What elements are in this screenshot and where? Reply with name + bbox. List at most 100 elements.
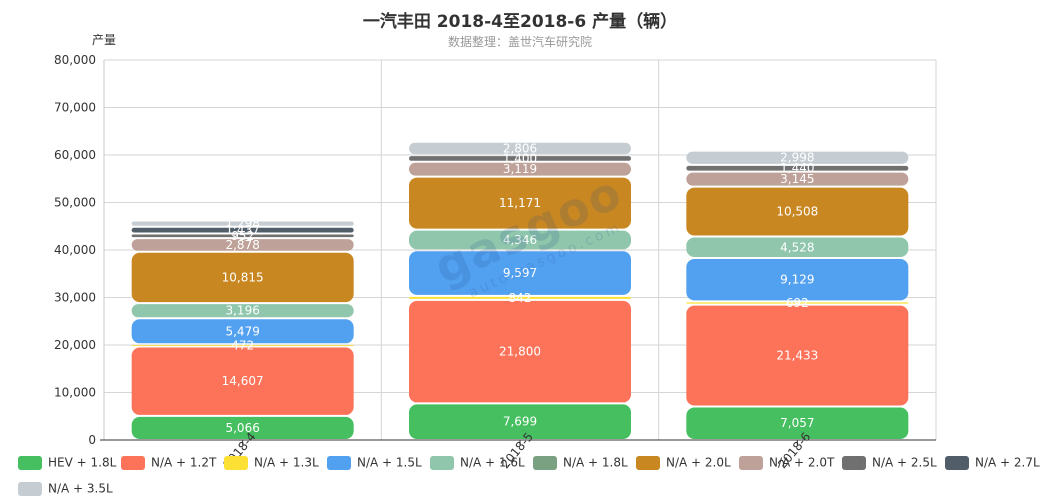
y-tick-label: 50,000	[54, 196, 96, 210]
data-label-n-a-1-6l: 3,196	[225, 304, 259, 318]
data-label-n-a-3-5l: 2,998	[780, 151, 814, 165]
data-label-n-a-1-3l: 692	[786, 296, 809, 310]
legend-label: N/A + 1.3L	[254, 455, 319, 470]
legend-item-n-a-3-5l[interactable]: N/A + 3.5L	[18, 480, 113, 496]
data-label-n-a-2-7l: 1,437	[225, 223, 259, 237]
legend-item-n-a-1-6l[interactable]: N/A + 1.6L	[430, 454, 525, 470]
legend-label: N/A + 3.5L	[48, 481, 113, 496]
bar-segment-n-a-1-3l	[131, 345, 354, 347]
bar-segment-n-a-2-0t	[131, 239, 354, 251]
bar-segment-n-a-2-0t	[409, 162, 631, 176]
chart-title: 一汽丰田 2018-4至2018-6 产量（辆）	[362, 12, 678, 32]
bar-segment-n-a-1-5l	[686, 259, 909, 301]
legend-item-n-a-1-2t[interactable]: N/A + 1.2T	[121, 454, 216, 470]
bar-segment-hev-1-8l	[409, 404, 631, 439]
data-label-n-a-1-5l: 9,129	[780, 273, 814, 287]
data-label-n-a-1-3l: 472	[231, 338, 254, 352]
legend-label: HEV + 1.8L	[48, 455, 117, 470]
legend-item-n-a-2-5l[interactable]: N/A + 2.5L	[842, 454, 937, 470]
bar-segment-n-a-1-3l	[409, 296, 631, 299]
bar-segment-n-a-2-7l	[131, 227, 354, 233]
data-label-n-a-2-0l: 11,171	[499, 196, 541, 210]
bar-segment-n-a-1-6l	[686, 237, 909, 258]
legend-swatch	[739, 455, 763, 470]
y-tick-label: 0	[88, 433, 96, 447]
legend-swatch	[842, 455, 866, 470]
bar-segment-n-a-2-0l	[686, 187, 909, 236]
data-label-n-a-2-5l: 1,440	[780, 161, 814, 175]
data-label-n-a-1-5l: 9,597	[503, 266, 537, 280]
legend-label: N/A + 2.7L	[975, 455, 1040, 470]
legend-label: N/A + 1.2T	[151, 455, 217, 470]
data-label-n-a-3-5l: 2,806	[503, 141, 537, 155]
data-label-n-a-1-2t: 21,433	[776, 349, 818, 363]
data-label-n-a-1-6l: 4,346	[503, 233, 537, 247]
legend-swatch	[636, 455, 660, 470]
bar-segment-n-a-2-0l	[409, 177, 631, 229]
legend-swatch	[224, 455, 248, 470]
legend-swatch	[121, 455, 145, 470]
bar-segment-n-a-1-6l	[409, 230, 631, 250]
bar-segment-n-a-2-0l	[131, 252, 354, 303]
bar-segment-n-a-2-5l	[131, 234, 354, 238]
bar-segment-n-a-1-5l	[131, 319, 354, 344]
legend-swatch	[533, 455, 557, 470]
y-tick-label: 10,000	[54, 386, 96, 400]
data-label-n-a-2-5l: 1,400	[503, 151, 537, 165]
data-label-n-a-1-2t: 14,607	[222, 374, 264, 388]
legend-swatch	[945, 455, 969, 470]
legend-label: N/A + 2.0T	[769, 455, 835, 470]
legend-item-n-a-2-7l[interactable]: N/A + 2.7L	[945, 454, 1040, 470]
data-label-n-a-1-3l: 842	[509, 291, 532, 305]
legend-swatch	[18, 455, 42, 470]
legend-item-n-a-1-8l[interactable]: N/A + 1.8L	[533, 454, 628, 470]
data-label-n-a-3-5l: 1,298	[225, 217, 259, 231]
bar-segment-n-a-1-2t	[131, 347, 354, 415]
y-tick-label: 80,000	[54, 53, 96, 67]
chart-subtitle: 数据整理：盖世汽车研究院	[447, 35, 592, 49]
data-label-n-a-2-0t: 3,145	[780, 172, 814, 186]
data-label-n-a-2-0t: 2,878	[225, 238, 259, 252]
data-label-hev-1-8l: 7,057	[780, 416, 814, 430]
data-label-n-a-2-0l: 10,815	[222, 270, 264, 284]
legend-label: N/A + 1.8L	[563, 455, 628, 470]
y-tick-label: 60,000	[54, 148, 96, 162]
bar-segment-n-a-1-5l	[409, 251, 631, 295]
bar-segment-n-a-2-5l	[686, 165, 909, 171]
bar-segment-hev-1-8l	[131, 416, 354, 439]
y-tick-label: 40,000	[54, 243, 96, 257]
bar-segment-n-a-1-6l	[131, 304, 354, 318]
bar-segment-n-a-2-5l	[409, 156, 631, 161]
legend-label: N/A + 2.0L	[666, 455, 731, 470]
bar-segment-n-a-1-2t	[686, 305, 909, 406]
y-tick-label: 30,000	[54, 291, 96, 305]
bar-segment-n-a-1-2t	[409, 300, 631, 403]
bar-segment-n-a-2-0t	[686, 172, 909, 186]
legend-item-hev-1-8l[interactable]: HEV + 1.8L	[18, 454, 116, 470]
data-label-n-a-1-6l: 4,528	[780, 240, 814, 254]
data-label-n-a-2-0l: 10,508	[776, 205, 818, 219]
y-axis-label: 产量	[92, 33, 116, 47]
bar-segment-n-a-3-5l	[409, 142, 631, 155]
legend-item-n-a-1-3l[interactable]: N/A + 1.3L	[224, 454, 319, 470]
legend-item-n-a-2-0t[interactable]: N/A + 2.0T	[739, 454, 834, 470]
bar-segment-n-a-3-5l	[686, 151, 909, 164]
bar-segment-n-a-3-5l	[131, 221, 354, 226]
data-label-n-a-1-2t: 21,800	[499, 345, 541, 359]
legend-swatch	[327, 455, 351, 470]
data-label-hev-1-8l: 5,066	[225, 421, 259, 435]
data-label-n-a-2-0t: 3,119	[503, 162, 537, 176]
bar-segment-hev-1-8l	[686, 407, 909, 439]
legend-item-n-a-2-0l[interactable]: N/A + 2.0L	[636, 454, 731, 470]
legend-label: N/A + 1.6L	[460, 455, 525, 470]
data-label-hev-1-8l: 7,699	[503, 415, 537, 429]
legend-swatch	[18, 481, 42, 496]
data-label-n-a-2-5l: 952	[231, 229, 254, 243]
bar-segment-n-a-1-3l	[686, 302, 909, 304]
y-tick-label: 70,000	[54, 101, 96, 115]
legend-label: N/A + 2.5L	[872, 455, 937, 470]
y-tick-label: 20,000	[54, 338, 96, 352]
legend-label: N/A + 1.5L	[357, 455, 422, 470]
legend-item-n-a-1-5l[interactable]: N/A + 1.5L	[327, 454, 422, 470]
